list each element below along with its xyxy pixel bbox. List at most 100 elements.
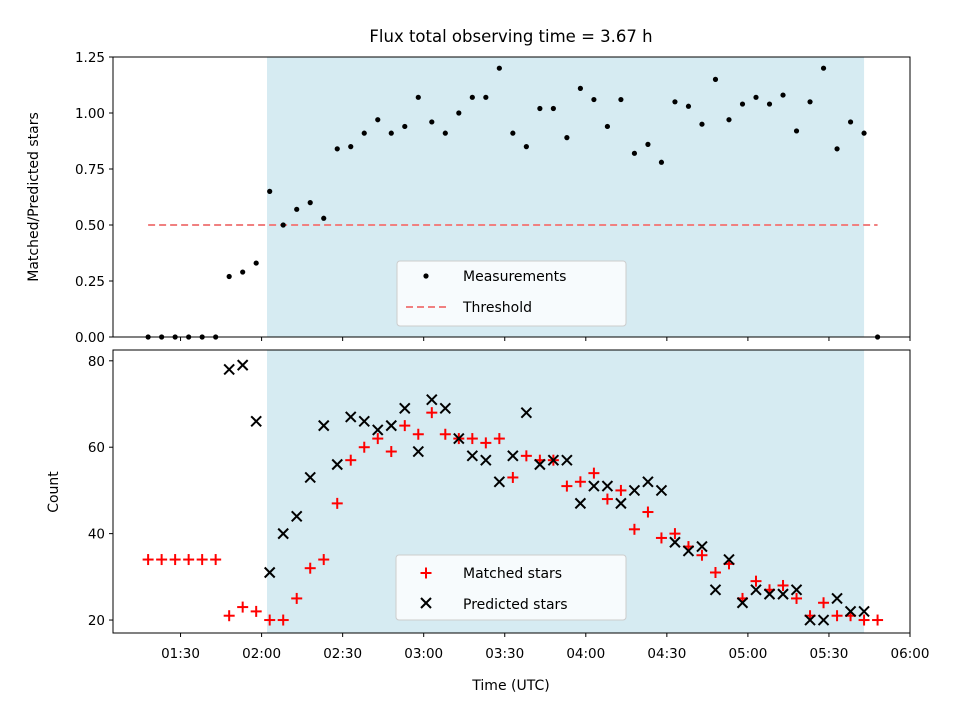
x-tick-label: 02:30 [323,646,362,662]
cross-stroke-b [345,411,357,423]
matched-star-point [304,562,316,574]
matched-star-point [210,554,222,566]
predicted-star-point [345,411,357,423]
matched-star-point [493,433,505,445]
measurement-point [415,94,421,100]
matched-star-point [791,592,803,604]
x-axis-title: Time (UTC) [471,678,549,694]
matched-star-point [466,433,478,445]
predicted-star-point [844,605,857,618]
measurement-point [577,85,583,91]
matched-star-point [615,484,627,496]
measurement-point [564,135,570,141]
cross-stroke-b [709,584,722,596]
x-tick-label: 02:00 [242,646,281,662]
measurement-point [483,94,489,100]
measurement-point [766,101,773,107]
cross-stroke-b [318,419,330,432]
measurement-point [280,222,286,228]
top-legend: Measurements Threshold [396,260,627,327]
predicted-star-point [858,605,870,618]
ratio-panel: 0.00 0.25 0.50 0.75 1.00 1.25 Measurements Thre… [75,50,911,346]
matched-star-point [777,579,789,591]
predicted-star-point [642,476,654,488]
bottom-y-tick-label: 60 [88,440,105,456]
measurement-point [456,110,462,116]
matched-star-point [858,614,870,626]
measurement-point [550,105,556,112]
predicted-star-point [736,597,749,609]
x-tick-label: 01:30 [161,646,200,662]
x-tick-label: 06:00 [891,646,930,662]
measurement-point [361,130,367,136]
cross-stroke-b [507,450,519,462]
predicted-star-point [817,614,830,626]
measurement-point [793,128,800,134]
predicted-star-point [574,497,587,510]
measurement-point [834,146,840,152]
cross-stroke-b [601,480,614,492]
measurement-point [402,123,408,130]
matched-star-point [291,592,303,604]
measurement-point [618,96,624,103]
top-y-tick-label: 1.25 [75,50,105,66]
matched-star-point [642,506,654,518]
measurement-point [523,144,529,150]
measurement-point [591,96,597,103]
matched-star-point [439,428,451,440]
measurement-point [267,188,273,194]
measurement-point [388,130,394,136]
predicted-star-point [493,476,506,488]
matched-legend-label: Matched stars [463,566,562,582]
measurement-point [726,117,732,123]
measurement-point [294,206,300,212]
cross-stroke-b [236,359,249,371]
matched-star-point [520,450,532,462]
predicted-star-point [655,484,668,497]
cross-stroke-b [493,476,506,488]
matched-star-point [372,433,384,445]
top-plot-frame [112,56,911,338]
cross-stroke-b [750,584,762,596]
measurement-point [240,269,246,275]
top-y-tick-label: 0.25 [75,274,105,290]
predicted-star-point [696,540,708,553]
top-y-axis-title: Matched/Predicted stars [26,112,42,282]
x-tick-label: 05:00 [728,646,767,662]
matched-star-point [750,575,762,587]
predicted-star-point [277,527,289,540]
bottom-plot-frame [112,349,911,634]
measurement-point [712,76,719,82]
predicted-star-point [682,545,695,557]
matched-star-point [318,554,330,566]
bottom-y-tick-label: 40 [88,527,105,543]
cross-stroke-b [574,497,587,510]
predicted-star-point [250,415,262,427]
cross-stroke-b [534,458,546,471]
measurement-point [861,130,867,136]
cross-stroke-b [804,614,816,626]
matched-star-point [709,567,721,579]
matched-legend-marker [420,567,432,579]
matched-star-point [426,407,438,419]
predicted-star-point [763,588,776,600]
cross-stroke-b [655,484,668,497]
cross-stroke-b [669,536,681,548]
predicted-star-point [534,458,546,471]
predicted-star-point [263,566,276,579]
measurement-point [739,101,746,107]
x-tick-label: 05:30 [809,646,848,662]
matched-star-point [196,554,208,566]
matched-star-point [561,480,573,492]
predicted-star-point [547,454,560,466]
cross-stroke-b [723,553,735,566]
cross-stroke-b [250,415,262,427]
matched-star-point [399,420,411,432]
x-tick-label: 03:30 [485,646,524,662]
matched-star-point [818,597,830,609]
measurement-point [253,260,259,266]
cross-stroke-b [831,592,843,605]
matched-star-point [142,554,154,566]
matched-star-point [358,441,370,453]
predicted-star-point [291,510,303,523]
